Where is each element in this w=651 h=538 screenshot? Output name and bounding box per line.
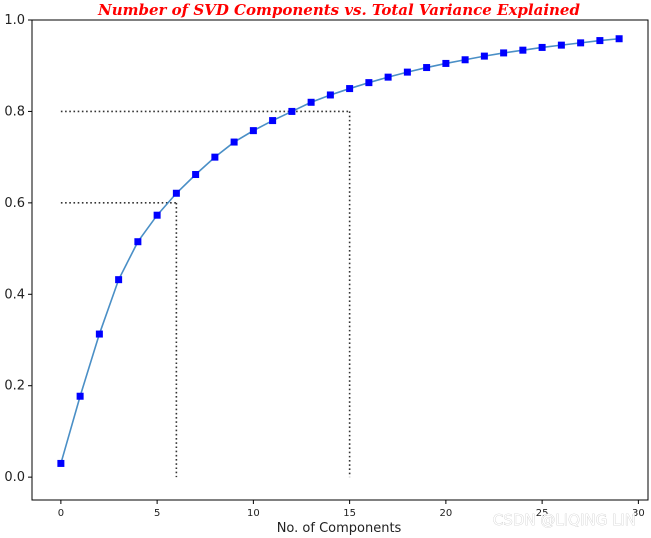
series-line [60, 37, 620, 464]
watermark: CSDN @LIQING LIN [493, 511, 636, 529]
data-point [346, 85, 354, 93]
x-tick-label: 25 [536, 508, 549, 519]
y-tick-label: 0.8 [4, 104, 25, 119]
data-point [134, 238, 142, 246]
plot-frame [31, 19, 649, 501]
data-point [442, 59, 450, 67]
y-tick-label: 0.2 [4, 379, 25, 394]
data-point [596, 37, 604, 45]
data-point [192, 171, 200, 179]
data-point [326, 91, 334, 99]
data-point [230, 138, 238, 146]
x-tick-label: 5 [154, 508, 160, 519]
data-point [500, 49, 508, 57]
y-tick-label: 1.0 [4, 13, 25, 28]
data-point [615, 35, 623, 43]
data-point [557, 41, 565, 49]
data-point [480, 52, 488, 60]
data-point [172, 189, 180, 197]
x-tick-label: 10 [247, 508, 260, 519]
x-tick-label: 30 [632, 508, 645, 519]
data-point [365, 79, 373, 87]
data-point [461, 56, 469, 64]
data-point [76, 392, 84, 400]
data-point [423, 64, 431, 72]
data-point [403, 68, 411, 76]
data-point [95, 330, 103, 338]
data-point [249, 127, 257, 135]
plot-area: 0.0 0.2 0.4 0.6 0.8 1.0 0 5 10 15 20 25 30 [4, 13, 649, 519]
data-point [288, 107, 296, 115]
data-point [577, 39, 585, 47]
data-point [538, 43, 546, 51]
chart-title: Number of SVD Components vs. Total Varia… [97, 1, 580, 19]
y-tick-label: 0.4 [4, 287, 25, 302]
data-point [384, 73, 392, 81]
data-point [57, 459, 65, 467]
y-tick-label: 0.6 [4, 196, 25, 211]
x-tick-label: 0 [58, 508, 64, 519]
data-point [269, 117, 277, 125]
data-point [519, 46, 527, 54]
x-axis-label: No. of Components [277, 521, 402, 536]
data-point [211, 153, 219, 161]
x-tick-label: 15 [343, 508, 356, 519]
y-tick-label: 0.0 [4, 470, 25, 485]
data-point [153, 211, 161, 219]
x-tick-label: 20 [440, 508, 453, 519]
data-point [115, 276, 123, 284]
data-point [307, 98, 315, 106]
